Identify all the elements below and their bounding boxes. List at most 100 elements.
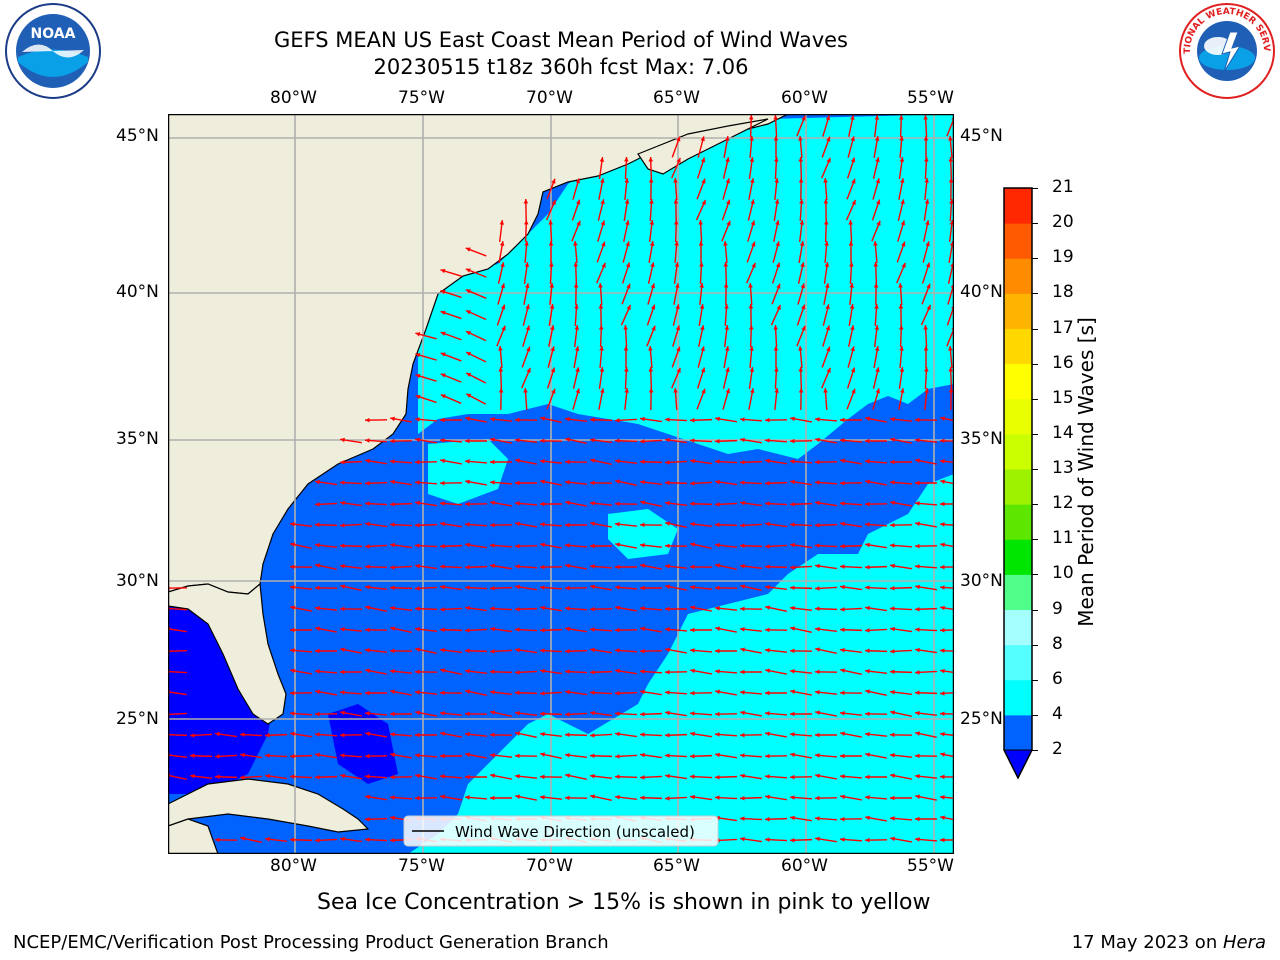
wind-wave-arrow-head [365, 711, 370, 716]
wind-wave-arrow-head [550, 325, 555, 331]
wind-wave-arrow-head [790, 837, 795, 843]
wind-wave-arrow-head [490, 417, 495, 422]
wind-wave-arrow-head [290, 627, 295, 633]
wind-wave-arrow-head [623, 325, 628, 330]
wind-wave-arrow-head [415, 753, 420, 758]
wind-wave-arrow-head [590, 773, 595, 779]
wind-wave-arrow-head [875, 157, 880, 163]
wind-wave-arrow-head [515, 690, 520, 696]
wind-wave-arrow-head [573, 283, 579, 288]
wind-wave-arrow-head [465, 585, 470, 590]
wind-wave-arrow-head [665, 690, 670, 695]
wind-wave-arrow-head [640, 500, 646, 505]
colorbar-segment [1004, 188, 1032, 224]
wind-wave-arrow-head [690, 690, 695, 696]
wind-wave-arrow-head [315, 752, 320, 758]
wind-wave-arrow-head [925, 220, 930, 226]
wind-wave-arrow-head [890, 437, 896, 442]
wind-wave-arrow-head [515, 417, 520, 423]
wind-wave-arrow-head [750, 199, 755, 205]
wind-wave-arrow-head [524, 241, 529, 246]
wind-wave-arrow-head [850, 367, 856, 373]
wind-wave-arrow-head [365, 774, 370, 779]
wind-wave-arrow-head [665, 437, 670, 443]
wind-wave-arrow-head [390, 837, 395, 843]
colorbar [1000, 186, 1040, 786]
wind-wave-arrow-head [815, 732, 820, 738]
wind-wave-arrow-head [490, 563, 495, 569]
wind-wave-arrow-head [948, 388, 954, 393]
wind-wave-arrow-head [315, 563, 321, 568]
wind-wave-arrow-head [465, 479, 470, 485]
wind-wave-arrow-head [815, 417, 820, 422]
wind-wave-arrow-head [290, 564, 295, 570]
wind-wave-arrow-head [515, 584, 520, 590]
wind-wave-arrow-head [415, 459, 420, 465]
wind-wave-arrow-head [740, 563, 745, 569]
wind-wave-arrow-head [890, 585, 895, 591]
wind-wave-arrow-head [440, 543, 445, 549]
wind-wave-arrow-head [915, 501, 920, 506]
wind-wave-arrow-head [490, 522, 495, 528]
wind-wave-arrow-head [465, 648, 470, 654]
wind-wave-arrow-head [675, 304, 680, 310]
wind-wave-arrow-head [265, 753, 270, 758]
wind-wave-arrow-head [340, 543, 345, 549]
wind-wave-arrow-head [640, 775, 645, 780]
wind-wave-arrow-head [701, 199, 706, 205]
wind-wave-arrow-head [715, 689, 720, 695]
wind-wave-arrow-head [315, 606, 320, 611]
wind-wave-arrow-head [365, 501, 370, 506]
wind-wave-arrow-head [815, 795, 820, 801]
wind-wave-arrow-head [773, 136, 779, 141]
wind-wave-arrow-head [790, 479, 795, 485]
wind-wave-arrow-head [465, 774, 470, 780]
wind-wave-arrow-head [874, 136, 880, 141]
wind-wave-arrow-head [240, 752, 245, 758]
wind-wave-arrow-head [615, 501, 620, 507]
wind-wave-arrow-head [948, 178, 954, 183]
wind-wave-arrow-head [723, 241, 728, 246]
wind-wave-arrow-head [840, 607, 845, 612]
wind-wave-arrow-head [440, 794, 445, 800]
wind-wave-arrow-head [340, 773, 345, 779]
wind-wave-arrow-head [551, 199, 556, 205]
wind-wave-arrow-head [365, 648, 370, 653]
wind-wave-arrow-head [715, 585, 720, 591]
wind-wave-arrow-head [698, 241, 704, 246]
wind-wave-arrow-head [340, 710, 345, 716]
wind-wave-arrow-head [590, 521, 596, 526]
wind-wave-arrow-head [840, 774, 845, 779]
wind-wave-arrow-head [790, 669, 795, 674]
wind-wave-arrow-head [898, 115, 904, 120]
wind-wave-arrow-head [515, 647, 520, 653]
wind-wave-arrow-head [615, 564, 620, 570]
wind-wave-arrow-head [749, 346, 754, 351]
colorbar-segment [1004, 714, 1032, 751]
colorbar-segment [1004, 574, 1032, 610]
wind-wave-arrow-head [815, 480, 820, 485]
wind-wave-arrow-head [765, 564, 770, 570]
wind-wave-arrow-head [549, 262, 554, 267]
wind-wave-arrow-head [899, 157, 905, 162]
wind-wave-arrow-head [740, 753, 745, 758]
map-panel: Wind Wave Direction (unscaled) [167, 113, 955, 855]
wind-wave-arrow-head [848, 241, 854, 246]
wind-wave-arrow-head [698, 220, 703, 225]
wind-wave-arrow-head [690, 753, 695, 759]
wind-wave-arrow-head [715, 416, 720, 422]
wind-wave-arrow-head [490, 669, 495, 675]
wind-wave-arrow-head [465, 795, 470, 800]
wind-wave-arrow-head [590, 417, 595, 423]
wind-wave-arrow-head [465, 310, 471, 315]
wind-wave-arrow-head [890, 543, 895, 548]
lon-label-top-65w: 65°W [653, 88, 700, 108]
wind-wave-arrow-head [915, 543, 920, 549]
wind-wave-arrow-head [540, 542, 545, 548]
lon-label-top-80w: 80°W [270, 88, 317, 108]
colorbar-tick-mark [1032, 433, 1038, 435]
wind-wave-arrow-head [565, 437, 571, 442]
wind-wave-arrow-head [890, 417, 895, 422]
wind-wave-arrow-head [515, 501, 520, 506]
wind-wave-arrow-head [865, 689, 871, 694]
